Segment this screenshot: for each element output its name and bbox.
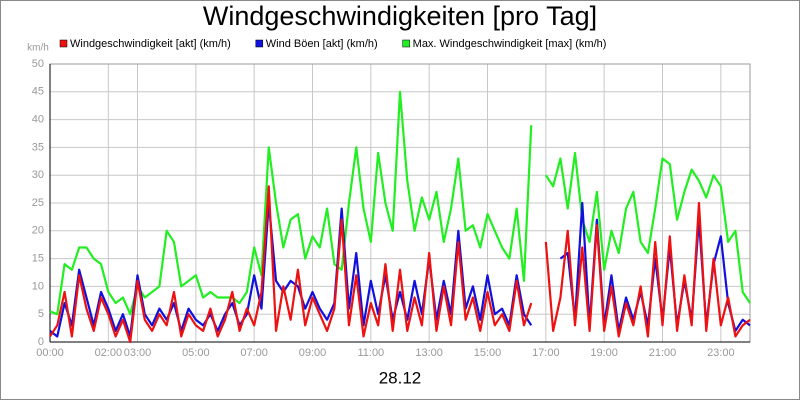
x-tick-label: 23:00	[707, 347, 735, 359]
y-tick-label: 0	[38, 336, 44, 348]
x-tick-label: 05:00	[182, 347, 210, 359]
y-tick-label: 50	[32, 58, 44, 70]
x-tick-label: 07:00	[240, 347, 268, 359]
legend-label: Max. Windgeschwindigkeit [max] (km/h)	[413, 38, 607, 50]
data-line	[49, 90, 751, 316]
chart-title: Windgeschwindigkeiten [pro Tag]	[203, 1, 597, 31]
y-tick-label: 15	[32, 253, 44, 265]
x-axis-label: 28.12	[379, 368, 422, 387]
x-tick-label: 21:00	[649, 347, 677, 359]
y-tick-label: 35	[32, 141, 44, 153]
x-tick-label: 17:00	[532, 347, 560, 359]
x-tick-label: 15:00	[474, 347, 502, 359]
x-tick-label: 03:00	[124, 347, 152, 359]
y-tick-label: 30	[32, 169, 44, 181]
legend-label: Windgeschwindigkeit [akt] (km/h)	[70, 38, 231, 50]
data-line	[49, 185, 751, 344]
x-tick-label: 13:00	[415, 347, 443, 359]
y-tick-label: 40	[32, 114, 44, 126]
y-tick-label: 10	[32, 280, 44, 292]
y-tick-label: 5	[38, 308, 44, 320]
x-tick-label: 19:00	[590, 347, 618, 359]
y-tick-label: 45	[32, 86, 44, 98]
legend-swatch	[402, 39, 410, 48]
legend-label: Wind Böen [akt] (km/h)	[266, 38, 378, 50]
legend-swatch	[59, 39, 68, 48]
x-tick-label: 11:00	[357, 347, 384, 359]
x-tick-label: 00:00	[36, 347, 64, 359]
y-tick-label: 25	[32, 197, 44, 209]
x-tick-label: 02:00	[95, 347, 123, 359]
legend-swatch	[255, 39, 264, 48]
y-tick-label: 20	[32, 225, 44, 237]
x-tick-label: 09:00	[299, 347, 327, 359]
unit-label: km/h	[27, 43, 49, 54]
